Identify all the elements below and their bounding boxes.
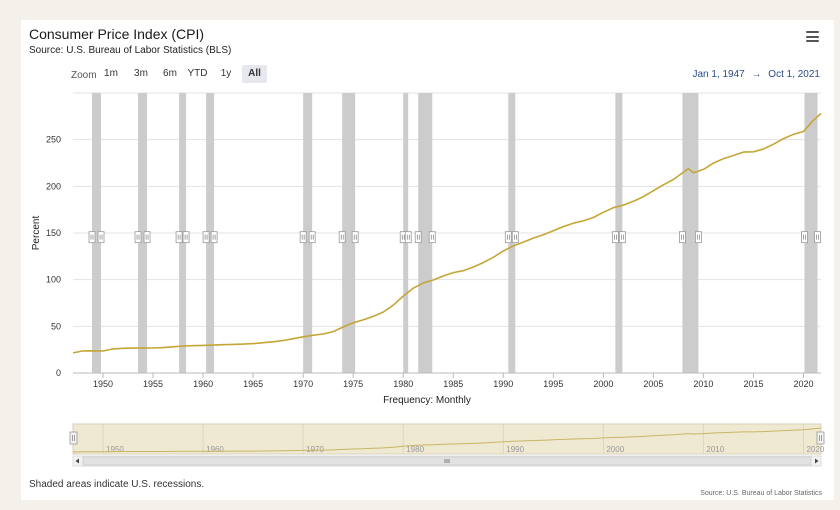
navigator-series-line (72, 427, 822, 453)
recession-handle (504, 231, 512, 244)
recession-band (418, 93, 433, 373)
recession-handle (814, 231, 821, 244)
navigator-tick-label: 1970 (306, 445, 324, 454)
recession-band (682, 93, 699, 373)
recession-handle (351, 231, 359, 244)
zoom-all-button[interactable]: All (242, 65, 267, 83)
x-tick-label: 1975 (343, 379, 363, 389)
range-arrow-icon: → (751, 69, 762, 80)
navigator-tick-label: 2010 (706, 445, 724, 454)
hamburger-menu-icon[interactable] (806, 31, 819, 42)
x-tick-label: 2015 (743, 379, 763, 389)
recession-handle (338, 231, 346, 244)
date-range-display[interactable]: Jan 1, 1947 → Oct 1, 2021 (692, 69, 820, 80)
navigator-tick-label: 1980 (406, 445, 424, 454)
recession-band (804, 93, 818, 373)
zoom-1m-button[interactable]: 1m (104, 68, 118, 79)
chart-card: Consumer Price Index (CPI) Source: U.S. … (21, 20, 834, 500)
zoom-label: Zoom (71, 70, 97, 81)
range-from[interactable]: Jan 1, 1947 (692, 69, 745, 80)
recession-band (342, 93, 356, 373)
zoom-ytd-button[interactable]: YTD (187, 68, 208, 79)
recession-handle (182, 231, 190, 244)
navigator-window (72, 423, 822, 455)
navigator-handle[interactable] (816, 431, 825, 445)
cpi-series-line (72, 112, 822, 354)
navigator-tick-label: 1960 (206, 445, 224, 454)
recession-handle (97, 231, 105, 244)
y-tick-label: 0 (56, 368, 61, 378)
recession-band (508, 93, 516, 373)
y-tick-label: 50 (51, 321, 61, 331)
source-credit: Source: U.S. Bureau of Labor Statistics (700, 490, 822, 497)
recession-handle (695, 231, 702, 244)
y-tick-label: 150 (46, 228, 61, 238)
recession-band (615, 93, 623, 373)
recession-handle (801, 231, 808, 244)
x-tick-label: 2020 (793, 379, 813, 389)
x-tick-label: 2005 (643, 379, 663, 389)
recession-handle (611, 231, 619, 244)
recession-handle (202, 231, 210, 244)
range-to[interactable]: Oct 1, 2021 (768, 69, 820, 80)
x-tick-label: 1985 (443, 379, 463, 389)
recession-band (179, 93, 187, 373)
recession-handle (511, 231, 519, 244)
y-tick-label: 100 (46, 275, 61, 285)
zoom-6m-button[interactable]: 6m (163, 68, 177, 79)
x-tick-label: 2010 (693, 379, 713, 389)
chart-subtitle: Source: U.S. Bureau of Labor Statistics … (29, 45, 232, 56)
recession-band (206, 93, 215, 373)
recession-handle (404, 231, 412, 244)
x-tick-label: 1990 (493, 379, 513, 389)
y-tick-label: 250 (46, 135, 61, 145)
x-tick-label: 1955 (143, 379, 163, 389)
x-tick-label: 2000 (593, 379, 613, 389)
navigator-tick-label: 1990 (506, 445, 524, 454)
navigator-handle[interactable] (69, 431, 78, 445)
recession-handle (88, 231, 96, 244)
x-tick-label: 1995 (543, 379, 563, 389)
zoom-3m-button[interactable]: 3m (134, 68, 148, 79)
x-tick-label: 1950 (93, 379, 113, 389)
recession-handle (134, 231, 142, 244)
recession-band (92, 93, 102, 373)
recession-handle (428, 231, 436, 244)
y-tick-label: 200 (46, 181, 61, 191)
cpi-line-chart: 0 50 100 150 200 250 1950 1955 1960 1965 1970 1975 1… (31, 92, 825, 467)
x-tick-label: 1965 (243, 379, 263, 389)
recession-handle (299, 231, 307, 244)
recession-handle (618, 231, 626, 244)
recession-handle (679, 231, 686, 244)
navigator-tick-label: 2020 (806, 445, 824, 454)
navigator-tick-label: 2000 (606, 445, 624, 454)
recession-handle (143, 231, 151, 244)
y-axis-title: Percent (31, 216, 42, 251)
chart-title: Consumer Price Index (CPI) (29, 26, 205, 42)
x-tick-label: 1970 (293, 379, 313, 389)
recession-handle (175, 231, 183, 244)
x-tick-label: 1980 (393, 379, 413, 389)
recession-handle (210, 231, 218, 244)
x-axis-title: Frequency: Monthly (383, 395, 471, 406)
recession-handle (414, 231, 422, 244)
recession-band (303, 93, 313, 373)
zoom-1y-button[interactable]: 1y (220, 68, 232, 79)
recession-footnote: Shaded areas indicate U.S. recessions. (29, 479, 205, 490)
x-tick-label: 1960 (193, 379, 213, 389)
recession-handle (308, 231, 316, 244)
scroll-left-arrow-icon[interactable] (75, 458, 80, 464)
scroll-right-arrow-icon[interactable] (815, 458, 819, 464)
recession-band (138, 93, 148, 373)
navigator-tick-label: 1950 (106, 445, 124, 454)
